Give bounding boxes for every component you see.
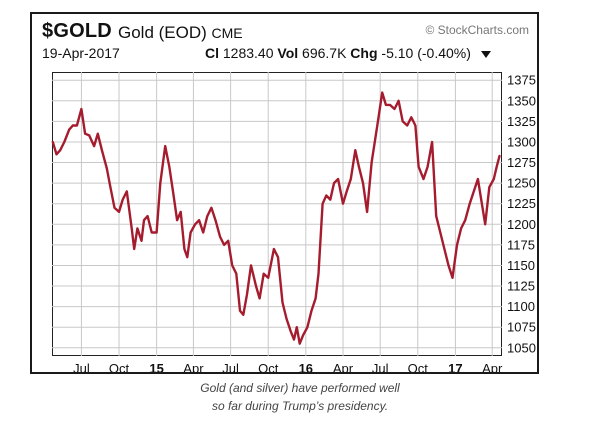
ticker-symbol: $GOLD [42,20,112,42]
price-series-line [51,91,501,345]
dropdown-triangle-icon[interactable] [480,50,491,58]
y-tick-label: 1075 [507,320,536,335]
source-credit: © StockCharts.com [425,23,529,37]
exchange-label: CME [211,25,243,41]
x-tick-label: Jul [372,361,389,372]
y-tick-label: 1375 [507,73,536,88]
change-value: -5.10 (-0.40%) [381,45,471,61]
y-tick-label: 1275 [507,155,536,170]
x-tick-label: Jul [73,361,90,372]
quote-date: 19-Apr-2017 [42,45,120,61]
price-chart: 1050 1075 1100 1125 1150 1175 1200 1225 1250 1275… [51,72,536,372]
y-tick-label: 1225 [507,196,536,211]
quote-summary: Cl 1283.40 Vol 696.7K Chg -5.10 (-0.40%) [205,45,491,61]
y-tick-label: 1250 [507,176,536,191]
y-tick-label: 1100 [507,299,535,314]
y-tick-label: 1350 [507,93,536,108]
y-tick-label: 1175 [507,237,535,252]
plot-area [52,72,502,356]
close-label: Cl [205,45,219,61]
x-tick-label: 15 [149,361,163,372]
x-tick-label: Apr [482,361,503,372]
y-tick-label: 1200 [507,217,536,232]
x-tick-label: 16 [299,361,313,372]
y-tick-label: 1125 [507,279,535,294]
y-tick-label: 1050 [507,340,536,355]
x-tick-label: 17 [448,361,462,372]
volume-value: 696.7K [302,45,347,61]
y-tick-label: 1325 [507,114,536,129]
y-tick-label: 1150 [507,258,535,273]
y-tick-label: 1300 [507,134,536,149]
x-tick-label: Jul [222,361,239,372]
x-tick-label: Oct [408,361,429,372]
instrument-name-text: Gold (EOD) [118,23,207,42]
close-value: 1283.40 [222,45,274,61]
x-tick-label: Oct [258,361,279,372]
instrument-name: Gold (EOD) CME [118,23,243,43]
x-tick-label: Apr [333,361,354,372]
x-tick-label: Apr [183,361,204,372]
x-tick-label: Oct [109,361,130,372]
chart-frame: $GOLD Gold (EOD) CME © StockCharts.com 1… [30,12,539,374]
caption-line-1: Gold (and silver) have performed well [200,381,400,395]
volume-label: Vol [277,45,299,61]
change-label: Chg [350,45,378,61]
caption-line-2: so far during Trump’s presidency. [211,399,389,413]
